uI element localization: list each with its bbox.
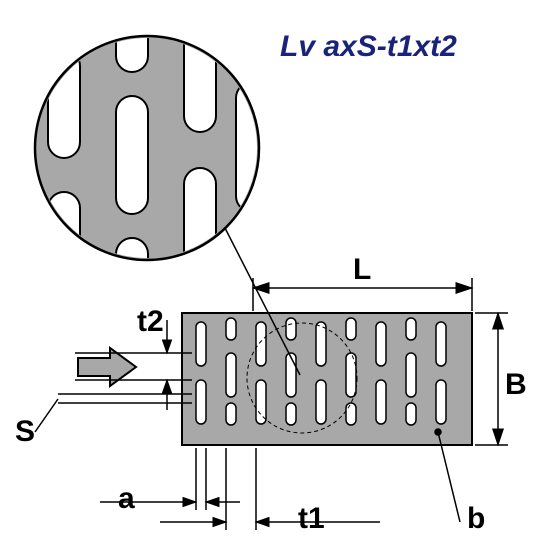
magnifier-detail — [35, 20, 268, 288]
dimension-S — [35, 394, 192, 432]
dimension-t1 — [160, 448, 380, 530]
technical-diagram — [0, 0, 550, 550]
perforated-plate — [182, 313, 472, 445]
dimension-a — [100, 448, 240, 510]
dimension-B — [475, 313, 508, 445]
dimension-L — [253, 278, 472, 311]
